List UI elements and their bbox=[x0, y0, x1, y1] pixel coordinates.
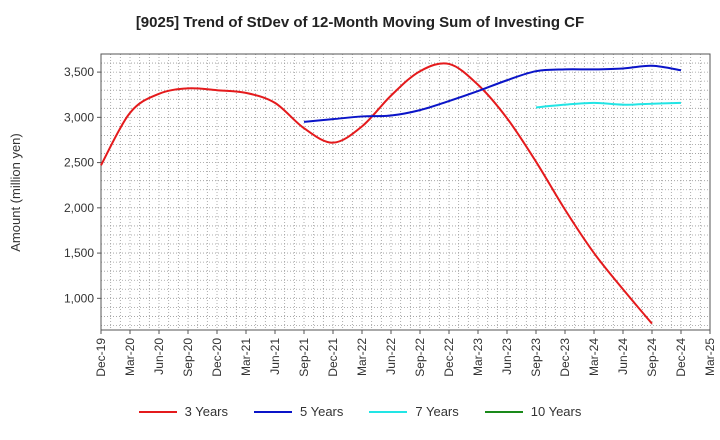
legend-swatch bbox=[369, 410, 408, 413]
series-line-5-years bbox=[303, 64, 682, 123]
y-tick-label: 1,000 bbox=[64, 291, 94, 305]
x-tick-label: Jun-21 bbox=[268, 338, 282, 375]
x-tick-label: Mar-22 bbox=[355, 338, 369, 376]
y-tick-label: 3,500 bbox=[64, 65, 94, 79]
x-tick-label: Sep-23 bbox=[529, 338, 543, 377]
x-tick-label: Dec-20 bbox=[210, 338, 224, 377]
legend-item-5-years: 5 Years bbox=[254, 404, 343, 419]
series-line-7-years bbox=[535, 101, 682, 109]
legend: 3 Years 5 Years 7 Years 10 Years bbox=[0, 404, 720, 419]
x-tick-label: Jun-24 bbox=[616, 338, 630, 375]
legend-label: 7 Years bbox=[415, 404, 459, 419]
x-tick-label: Sep-24 bbox=[645, 338, 659, 377]
x-tick-label: Sep-21 bbox=[297, 338, 311, 377]
y-tick-label: 2,000 bbox=[64, 201, 94, 215]
y-tick-label: 2,500 bbox=[64, 156, 94, 170]
legend-item-10-years: 10 Years bbox=[484, 404, 582, 419]
plot-area bbox=[101, 54, 710, 330]
x-tick-label: Sep-22 bbox=[413, 338, 427, 377]
series-line-3-years bbox=[100, 62, 653, 325]
x-tick-label: Mar-24 bbox=[587, 338, 601, 376]
legend-swatch bbox=[484, 410, 523, 413]
x-tick-label: Jun-23 bbox=[500, 338, 514, 375]
x-tick-label: Mar-20 bbox=[123, 338, 137, 376]
x-tick-label: Sep-20 bbox=[181, 338, 195, 377]
x-tick-label: Dec-21 bbox=[326, 338, 340, 377]
chart-title: [9025] Trend of StDev of 12-Month Moving… bbox=[135, 14, 585, 31]
x-tick-label: Mar-23 bbox=[471, 338, 485, 376]
legend-label: 3 Years bbox=[184, 404, 228, 419]
y-tick-label: 3,000 bbox=[64, 110, 94, 124]
y-tick-label: 1,500 bbox=[64, 246, 94, 260]
x-tick-label: Dec-22 bbox=[442, 338, 456, 377]
legend-swatch bbox=[138, 410, 177, 413]
x-tick-label: Mar-21 bbox=[239, 338, 253, 376]
legend-label: 10 Years bbox=[530, 404, 582, 419]
legend-label: 5 Years bbox=[300, 404, 344, 419]
x-tick-label: Jun-20 bbox=[152, 338, 166, 375]
x-tick-label: Dec-24 bbox=[674, 338, 688, 377]
x-tick-label: Jun-22 bbox=[384, 338, 398, 375]
plot-frame bbox=[100, 53, 711, 331]
x-tick-label: Dec-19 bbox=[94, 338, 108, 377]
x-tick-label: Dec-23 bbox=[558, 338, 572, 377]
legend-item-7-years: 7 Years bbox=[369, 404, 459, 419]
x-tick-label: Mar-25 bbox=[703, 338, 717, 376]
legend-item-3-years: 3 Years bbox=[138, 404, 228, 419]
legend-swatch bbox=[254, 410, 292, 413]
